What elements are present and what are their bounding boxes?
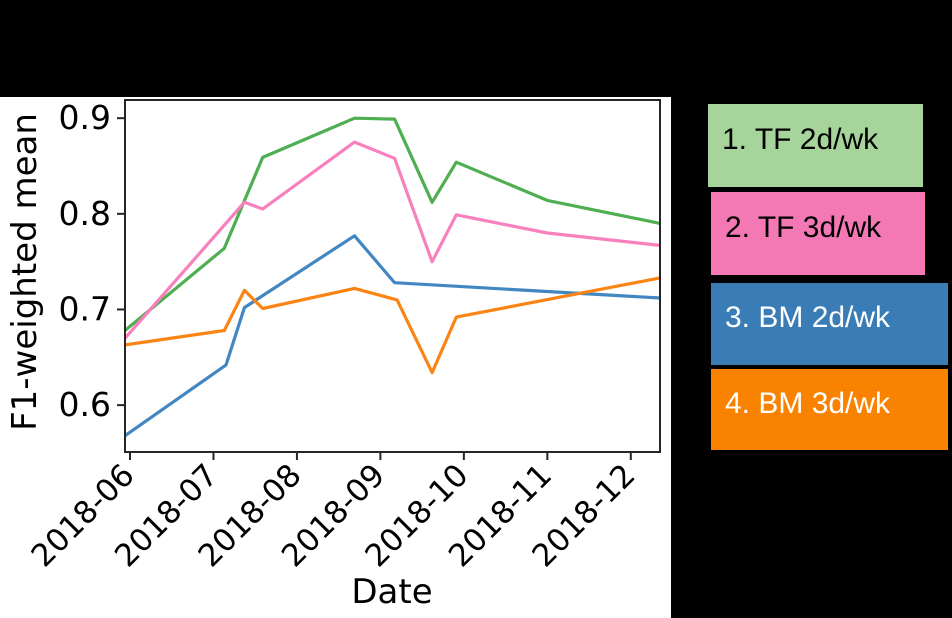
y-axis-tick-labels: 0.6 0.7 0.8 0.9 <box>59 98 111 424</box>
figure-background <box>0 97 671 618</box>
x-axis-ticks <box>129 452 632 460</box>
series-lines <box>123 116 661 438</box>
y-tick-label: 0.6 <box>59 385 111 424</box>
series-line-1-tf-2d-wk <box>123 116 661 332</box>
y-tick-label: 0.9 <box>59 98 111 137</box>
series-line-3-bm-2d-wk <box>124 234 661 438</box>
series-line-4-bm-3d-wk <box>124 276 661 375</box>
y-axis-ticks <box>117 117 125 407</box>
y-axis-label: F1-weighted mean <box>5 113 45 431</box>
y-tick-label: 0.7 <box>59 289 111 328</box>
axes-border <box>124 99 661 453</box>
series-line-2-tf-3d-wk <box>123 140 661 340</box>
x-axis-label: Date <box>351 572 432 612</box>
y-tick-label: 0.8 <box>59 194 111 233</box>
